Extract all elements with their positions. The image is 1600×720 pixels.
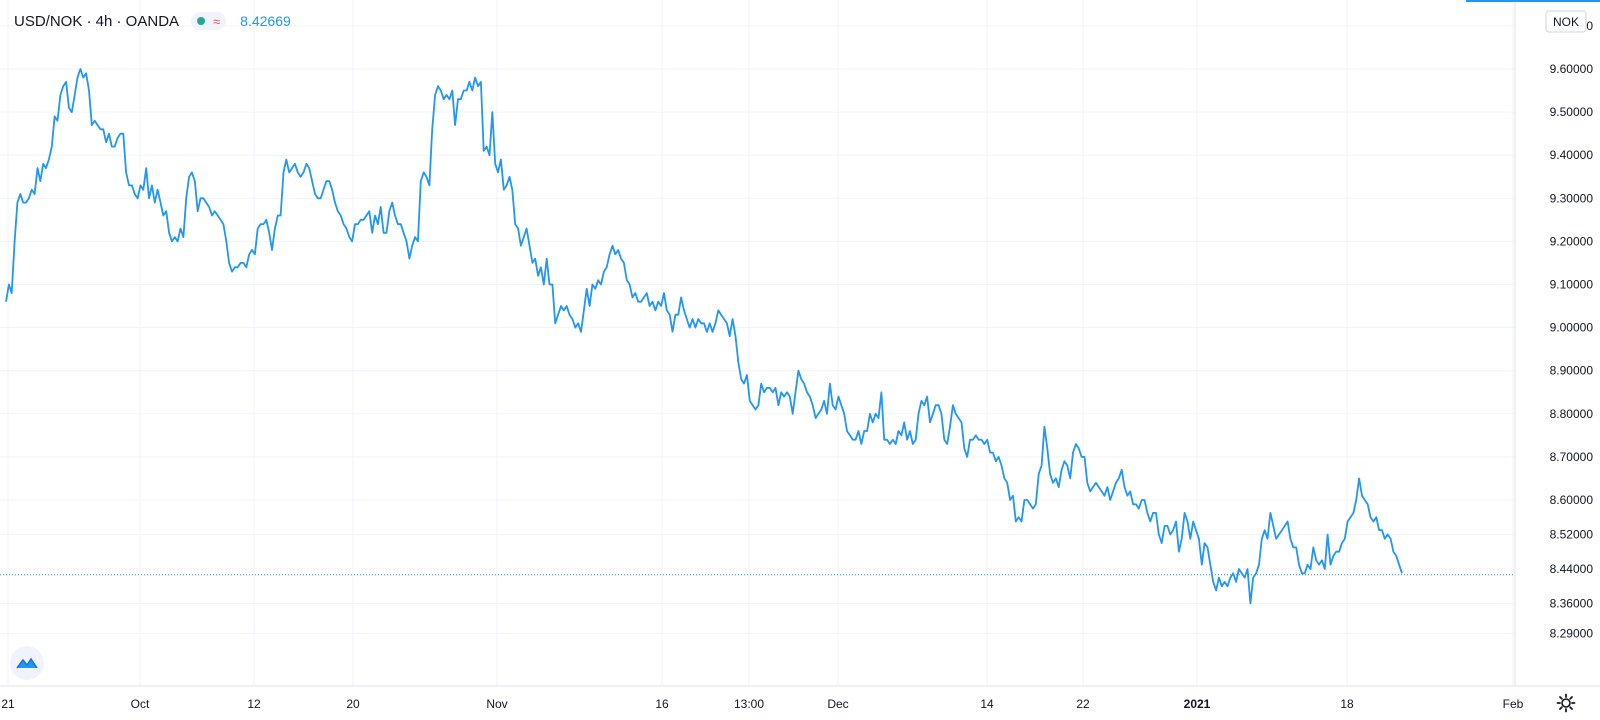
y-tick-label: 8.29000 [1550,627,1594,641]
market-status-icon [197,17,206,25]
data-status-icon: ≈ [213,13,221,29]
y-tick-label: 9.10000 [1550,278,1594,292]
x-tick-label: 14 [980,697,994,711]
x-tick-label: 2021 [1184,697,1211,711]
y-tick-label: 8.90000 [1550,364,1594,378]
symbol-line[interactable]: USD/NOK · 4h · OANDA [14,12,180,30]
chart-legend-header: USD/NOK · 4h · OANDA ≈ 8.42669 [14,10,291,32]
settings-gear-icon[interactable] [1556,693,1576,713]
y-tick-label: 9.50000 [1550,105,1594,119]
tradingview-logo-icon[interactable] [10,646,44,680]
x-tick-label: 13:00 [734,697,764,711]
x-tick-label: Dec [827,697,848,711]
y-tick-label: 9.30000 [1550,191,1594,205]
x-tick-label: Feb [1503,697,1524,711]
x-tick-label: Nov [486,697,507,711]
y-tick-label: 8.36000 [1550,596,1594,610]
x-tick-label: 18 [1340,697,1354,711]
y-tick-label: 8.70000 [1550,450,1594,464]
y-tick-label: 8.80000 [1550,407,1594,421]
y-tick-label: 9.00000 [1550,321,1594,335]
status-indicator[interactable]: ≈ [191,12,227,30]
y-tick-label: 8.44000 [1550,562,1594,576]
currency-badge-label: NOK [1553,15,1579,29]
y-tick-label: 9.20000 [1550,234,1594,248]
y-tick-label: 8.60000 [1550,493,1594,507]
x-tick-label: 16 [655,697,669,711]
currency-badge[interactable]: NOK [1545,10,1587,33]
x-tick-label: 20 [346,697,360,711]
y-tick-label: 8.52000 [1550,527,1594,541]
y-tick-label: 9.60000 [1550,62,1594,76]
x-tick-label: 12 [247,697,261,711]
x-tick-label: 21 [1,697,15,711]
last-price-value: 8.42669 [240,13,291,29]
x-tick-label: 22 [1076,697,1090,711]
price-series-line[interactable] [5,68,1403,605]
x-tick-label: Oct [131,697,150,711]
y-tick-label: 9.40000 [1550,148,1594,162]
